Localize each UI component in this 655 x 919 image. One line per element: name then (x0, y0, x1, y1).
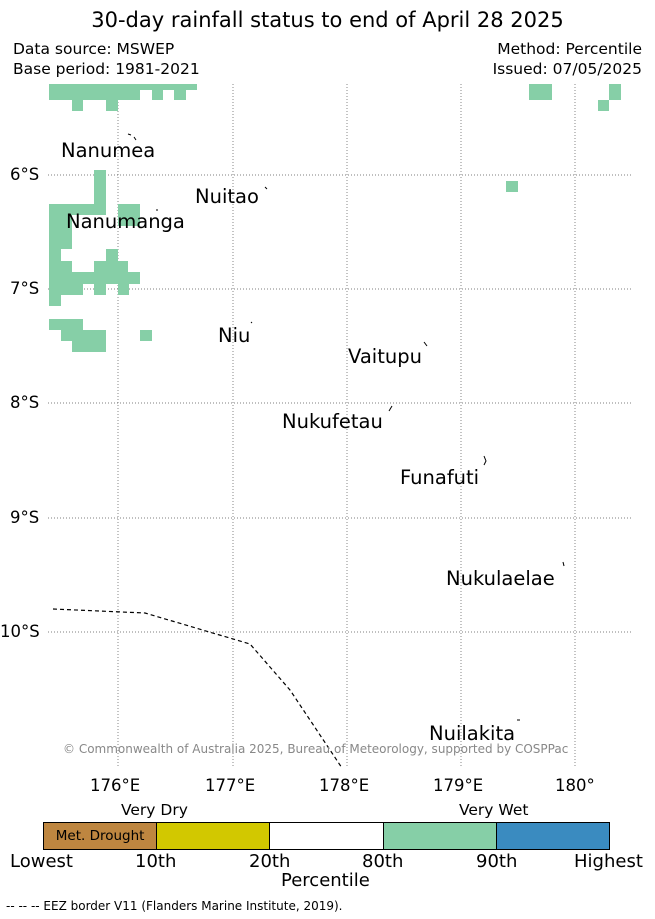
lat-tick-8s: 8°S (10, 393, 40, 412)
nukufetau-shape (388, 405, 393, 412)
island-label-nukufetau: Nukufetau (282, 410, 383, 433)
wet-cell (72, 84, 83, 111)
colorbar-tick-lowest: Lowest (10, 851, 73, 872)
wet-cell (106, 249, 118, 261)
niu-shape (250, 321, 253, 324)
colorbar-tick-highest: Highest (574, 851, 643, 872)
colorbar-xlabel: Percentile (281, 870, 370, 891)
island-label-nuilakita: Nuilakita (429, 722, 516, 745)
wet-cell (49, 319, 83, 330)
wet-cell (72, 341, 106, 352)
colorbar-segment-very-wet (495, 823, 610, 849)
colorbar-segment-very-dry (156, 823, 270, 849)
wet-cell (49, 284, 83, 295)
wet-cell (49, 295, 61, 306)
lat-tick-6s: 6°S (10, 165, 40, 184)
nanumea-shape (127, 133, 137, 141)
colorbar-tick-80th: 80th (362, 851, 404, 872)
wet-cell (49, 261, 72, 273)
wet-cell (174, 84, 186, 100)
wet-cell (152, 84, 163, 100)
colorbar-segment-wet (382, 823, 496, 849)
colorbar-segment-drought: Met. Drought (44, 823, 157, 849)
wet-cell (118, 204, 140, 226)
wet-cell (49, 204, 72, 249)
lat-tick-9s: 9°S (10, 508, 40, 527)
island-label-vaitupu: Vaitupu (348, 345, 422, 368)
island-shapes (127, 133, 565, 721)
lon-tick-176e: 176°E (90, 776, 141, 795)
wet-cell (94, 193, 106, 215)
gridlines (48, 84, 633, 768)
vaitupu-shape (423, 341, 428, 347)
island-label-nuitao: Nuitao (195, 185, 259, 208)
colorbar-tick-20th: 20th (249, 851, 291, 872)
wet-cell (94, 284, 106, 295)
colorbar-segment-normal (269, 823, 383, 849)
colorbar-tick-90th: 90th (476, 851, 518, 872)
wet-cell (106, 84, 118, 111)
wet-cell (118, 284, 129, 295)
wet-cell (49, 272, 140, 284)
lon-tick-180: 180° (555, 776, 595, 795)
lat-tick-7s: 7°S (10, 279, 40, 298)
wet-cell (49, 84, 140, 100)
wet-cells (49, 84, 621, 352)
colorbar-very-dry-label: Very Dry (121, 801, 188, 819)
drought-label: Met. Drought (55, 828, 145, 844)
wet-cell (94, 261, 128, 273)
wet-cell (49, 249, 61, 261)
eez-footer-note: -- -- -- EEZ border V11 (Flanders Marine… (6, 899, 343, 913)
island-label-nukulaelae: Nukulaelae (446, 567, 555, 590)
nukulaelae-shape (562, 561, 565, 567)
method: Method: Percentile (497, 40, 642, 58)
lon-tick-179e: 179°E (433, 776, 484, 795)
wet-cell (140, 330, 152, 341)
wet-cell (506, 181, 518, 192)
colorbar-tick-10th: 10th (135, 851, 177, 872)
colorbar-very-wet-label: Very Wet (459, 801, 529, 819)
wet-cell (598, 100, 609, 111)
issued-date: Issued: 07/05/2025 (492, 60, 642, 78)
wet-cell (529, 84, 552, 100)
funafuti-shape (483, 455, 487, 466)
wet-cell (609, 84, 621, 100)
wet-cell (49, 204, 106, 215)
map-title: 30-day rainfall status to end of April 2… (91, 8, 564, 32)
island-label-niu: Niu (218, 324, 251, 347)
nuitao-shape (264, 186, 268, 190)
wet-cell (61, 330, 106, 341)
island-label-funafuti: Funafuti (400, 466, 480, 489)
island-label-nanumea: Nanumea (61, 139, 156, 162)
wet-cell (94, 170, 106, 193)
base-period: Base period: 1981-2021 (13, 60, 200, 78)
lon-tick-177e: 177°E (205, 776, 256, 795)
lat-tick-10s: 10°S (0, 622, 40, 641)
data-source: Data source: MSWEP (13, 40, 175, 58)
colorbar: Met. Drought (43, 822, 610, 850)
island-label-nanumanga: Nanumanga (66, 210, 185, 233)
copyright-notice: © Commonwealth of Australia 2025, Bureau… (63, 742, 569, 756)
lon-tick-178e: 178°E (319, 776, 370, 795)
